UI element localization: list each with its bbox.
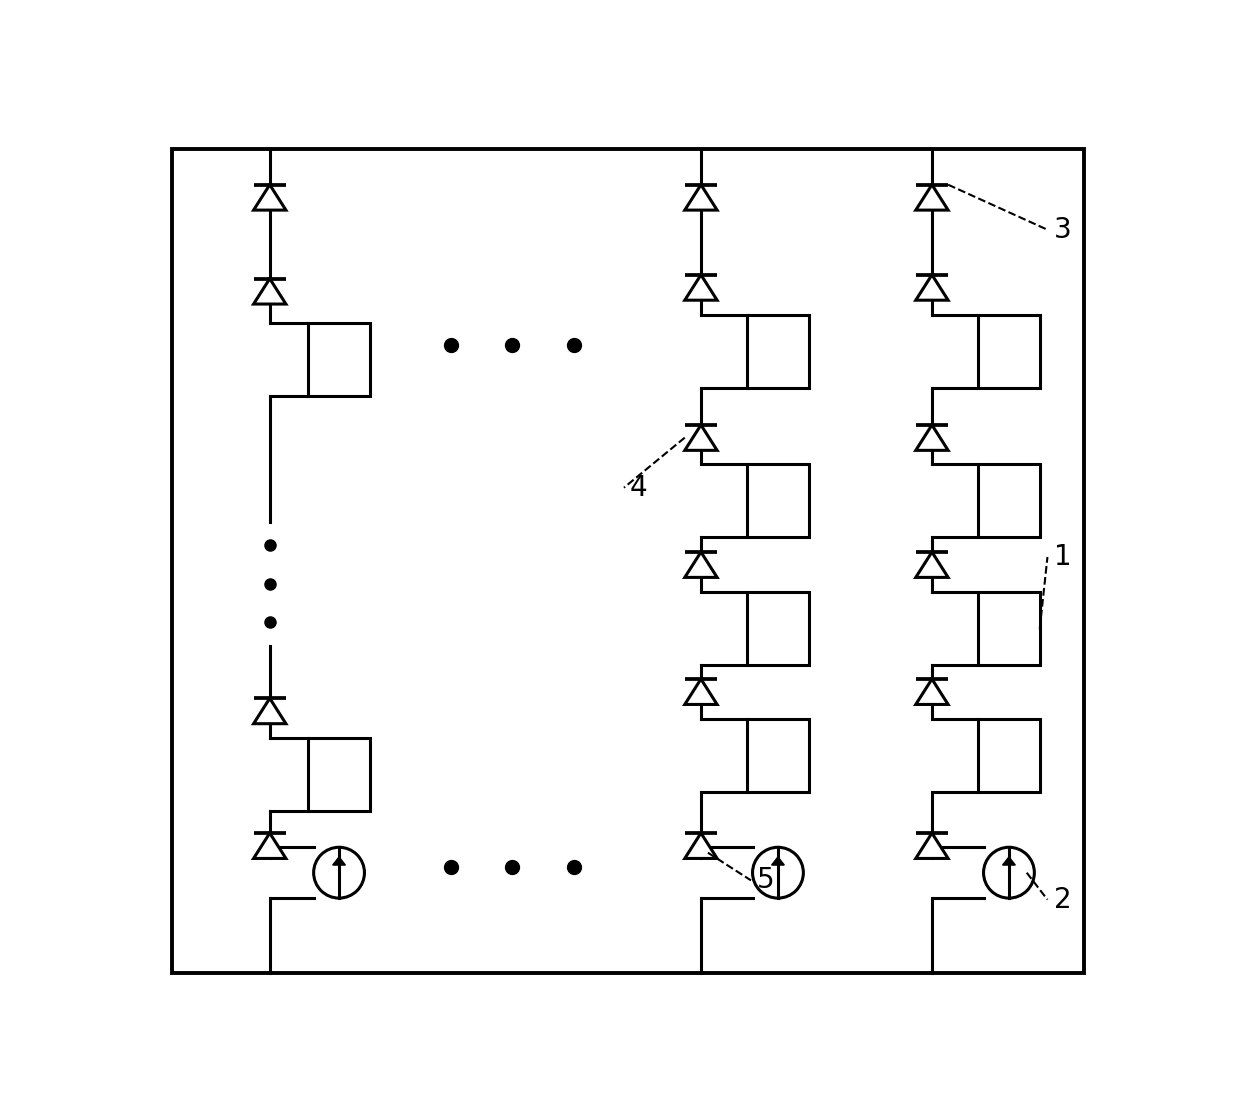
Bar <box>748 719 808 792</box>
Text: 1: 1 <box>1054 543 1071 571</box>
Polygon shape <box>332 857 346 865</box>
Polygon shape <box>253 833 286 858</box>
Polygon shape <box>253 698 286 723</box>
Polygon shape <box>916 833 949 858</box>
Polygon shape <box>1003 857 1016 865</box>
Bar <box>748 592 808 665</box>
Polygon shape <box>916 274 949 300</box>
Polygon shape <box>916 185 949 210</box>
Bar <box>309 739 370 812</box>
Text: 4: 4 <box>630 473 647 502</box>
Polygon shape <box>771 857 785 865</box>
Polygon shape <box>684 679 717 705</box>
Polygon shape <box>916 552 949 577</box>
Polygon shape <box>684 552 717 577</box>
Polygon shape <box>916 425 949 450</box>
Bar <box>978 719 1040 792</box>
Polygon shape <box>253 279 286 304</box>
Polygon shape <box>253 185 286 210</box>
Bar <box>978 592 1040 665</box>
Bar <box>978 465 1040 538</box>
Polygon shape <box>684 425 717 450</box>
Bar <box>748 315 808 388</box>
Text: 5: 5 <box>758 866 775 895</box>
Bar <box>309 323 370 396</box>
Polygon shape <box>684 833 717 858</box>
Polygon shape <box>684 185 717 210</box>
Bar <box>978 315 1040 388</box>
Polygon shape <box>916 679 949 705</box>
Text: 3: 3 <box>1054 216 1071 243</box>
Bar <box>748 465 808 538</box>
Polygon shape <box>684 274 717 300</box>
Text: 2: 2 <box>1054 886 1071 914</box>
